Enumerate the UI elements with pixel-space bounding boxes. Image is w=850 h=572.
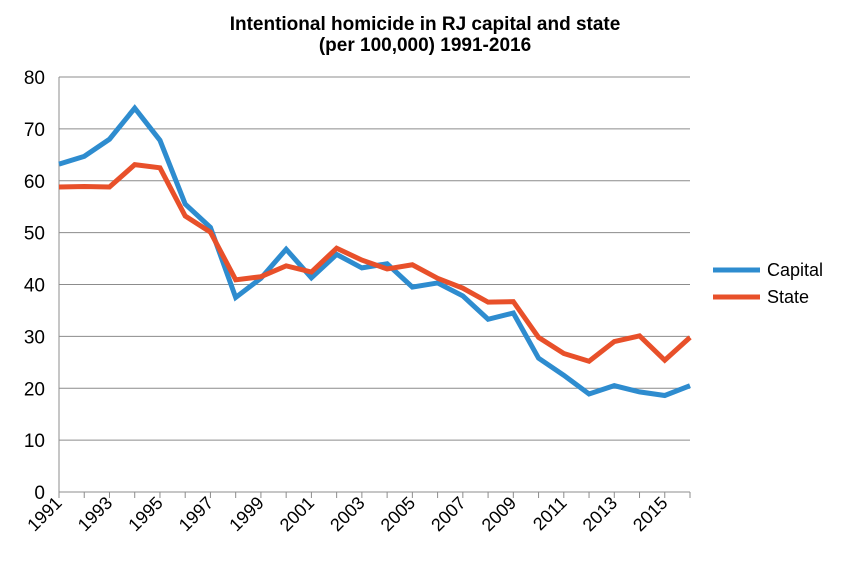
x-tick-label: 1993 (74, 493, 116, 535)
gridlines (59, 76, 690, 493)
x-tick-label: 2003 (326, 493, 368, 535)
y-tick-label: 50 (24, 224, 45, 245)
legend: Capital State (713, 260, 823, 307)
x-tick-label: 1991 (23, 493, 65, 535)
x-tick-label: 2005 (377, 493, 419, 535)
x-axis: 1991 1993 1995 1997 1999 2001 2003 2005 2007 2009… (23, 492, 691, 535)
series-line-state (58, 162, 692, 365)
x-tick-label: 1999 (225, 493, 267, 535)
x-tick-label: 2009 (478, 493, 520, 535)
y-axis: 0 10 20 30 40 50 60 70 80 (24, 68, 60, 504)
x-tick-label: 1995 (124, 493, 166, 535)
x-tick-label: 2013 (579, 493, 621, 535)
x-tick-label: 2001 (276, 493, 318, 535)
y-tick-label: 80 (24, 68, 45, 89)
y-tick-label: 70 (24, 120, 45, 141)
series-lines (58, 104, 692, 399)
chart-title-line1: Intentional homicide in RJ capital and s… (229, 14, 621, 35)
y-tick-label: 20 (24, 379, 45, 400)
x-tick-label: 2011 (529, 493, 571, 535)
x-tick-label: 2015 (629, 493, 671, 535)
y-tick-label: 0 (34, 483, 45, 504)
x-tick-label: 1997 (175, 493, 217, 535)
y-tick-label: 10 (24, 431, 45, 452)
y-tick-label: 40 (24, 276, 45, 297)
legend-label-capital: Capital (767, 260, 823, 280)
y-tick-label: 30 (24, 327, 45, 348)
y-tick-label: 60 (24, 172, 45, 193)
x-tick-label: 2007 (427, 493, 469, 535)
series-line-capital (58, 104, 691, 399)
chart-title: Intentional homicide in RJ capital and s… (0, 14, 850, 56)
chart-title-line2: (per 100,000) 1991-2016 (318, 35, 532, 56)
legend-label-state: State (767, 287, 809, 307)
